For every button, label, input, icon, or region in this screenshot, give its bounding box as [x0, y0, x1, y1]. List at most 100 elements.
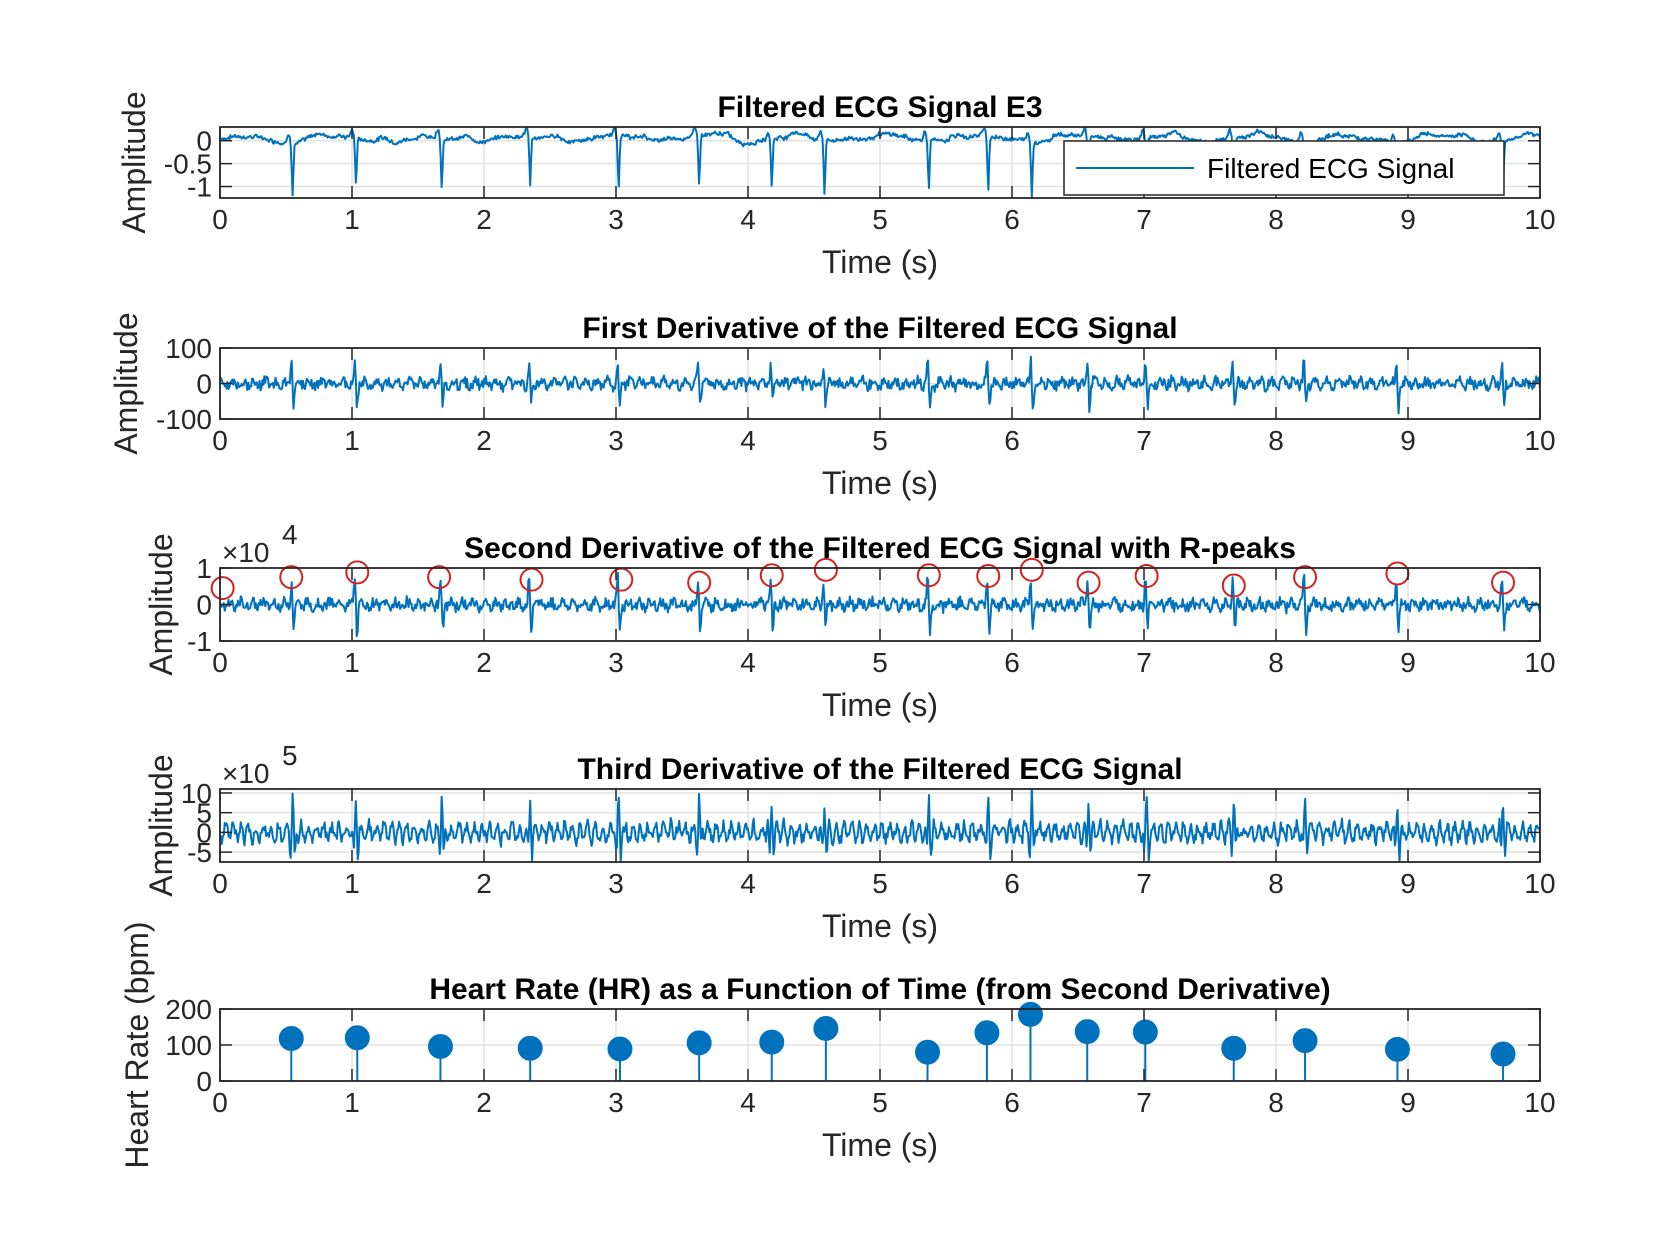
stem-marker	[1490, 1041, 1516, 1067]
x-tick-label: 10	[1524, 647, 1555, 678]
x-tick-label: 4	[740, 647, 756, 678]
stem-marker	[915, 1039, 941, 1065]
x-tick-label: 5	[872, 204, 888, 235]
y-axis-label: Amplitude	[143, 754, 179, 896]
x-tick-label: 2	[476, 647, 492, 678]
r-peak-marker	[1491, 570, 1516, 595]
chart-title: Heart Rate (HR) as a Function of Time (f…	[429, 973, 1330, 1006]
y-tick-label: 5	[196, 798, 212, 829]
x-tick-label: 6	[1004, 868, 1020, 899]
x-tick-label: 9	[1400, 204, 1416, 235]
x-tick-label: 9	[1400, 1087, 1416, 1118]
x-tick-label: 3	[608, 647, 624, 678]
subplot-1: 0 1 2 3 4 5 6 7 8 9 10 0-0.5-1 Filtered ECG Signal E…	[116, 91, 1556, 280]
x-tick-label: 7	[1136, 868, 1152, 899]
y-axis-label: Amplitude	[143, 533, 179, 675]
y-tick-label: 0	[196, 126, 212, 157]
stem-marker	[607, 1036, 633, 1062]
x-tick-label: 3	[608, 204, 624, 235]
stem-marker	[278, 1026, 304, 1052]
stem-marker	[1132, 1019, 1158, 1045]
x-tick-label: 4	[740, 204, 756, 235]
y-tick-label: 0	[196, 1066, 212, 1097]
legend-entry: Filtered ECG Signal	[1207, 153, 1454, 184]
stem-marker	[759, 1029, 785, 1055]
x-tick-label: 6	[1004, 647, 1020, 678]
stem-marker	[1221, 1035, 1247, 1061]
x-tick-label: 6	[1004, 1087, 1020, 1118]
x-tick-label: 4	[740, 1087, 756, 1118]
plot-area	[220, 355, 1540, 415]
x-tick-label: 8	[1268, 647, 1284, 678]
x-tick-label: 2	[476, 425, 492, 456]
x-tick-label: 2	[476, 868, 492, 899]
x-tick-label: 0	[212, 647, 228, 678]
y-tick-label: 1	[196, 553, 212, 584]
x-tick-label: 7	[1136, 1087, 1152, 1118]
chart-title: Second Derivative of the Filtered ECG Si…	[464, 532, 1296, 565]
y-tick-label: -0.5	[164, 149, 212, 180]
x-tick-label: 7	[1136, 647, 1152, 678]
r-peak-marker	[813, 557, 838, 582]
x-axis-label: Time (s)	[822, 908, 938, 944]
x-tick-label: 2	[476, 204, 492, 235]
series-line	[220, 355, 1540, 415]
axis-multiplier: ×10	[222, 758, 270, 789]
y-axis-label: Amplitude	[116, 91, 152, 233]
r-peak-marker	[687, 570, 712, 595]
r-peak-marker	[1221, 573, 1246, 598]
plot-area	[220, 789, 1540, 862]
legend: Filtered ECG Signal	[1063, 140, 1505, 196]
r-peak-marker	[1293, 565, 1318, 590]
x-tick-label: 1	[344, 204, 360, 235]
x-axis-label: Time (s)	[822, 687, 938, 723]
x-tick-label: 9	[1400, 425, 1416, 456]
r-peak-marker	[1134, 564, 1159, 589]
x-tick-label: 1	[344, 868, 360, 899]
chart-title: First Derivative of the Filtered ECG Sig…	[582, 312, 1177, 345]
x-axis-label: Time (s)	[822, 465, 938, 501]
x-tick-label: 6	[1004, 204, 1020, 235]
r-peak-marker	[279, 565, 304, 590]
axis-multiplier: ×10	[222, 537, 270, 568]
r-peak-marker	[1019, 557, 1044, 582]
x-tick-label: 1	[344, 425, 360, 456]
x-tick-label: 8	[1268, 204, 1284, 235]
r-peak-marker	[976, 564, 1001, 589]
r-peak-marker	[345, 560, 370, 585]
series-line	[220, 789, 1540, 862]
y-tick-label: -1	[187, 626, 212, 657]
y-axis-label: Heart Rate (bpm)	[119, 921, 155, 1168]
axis-multiplier-exponent: 5	[282, 740, 298, 771]
x-tick-label: 1	[344, 1087, 360, 1118]
x-tick-label: 10	[1524, 204, 1555, 235]
stem-marker	[344, 1025, 370, 1051]
x-tick-label: 6	[1004, 425, 1020, 456]
x-axis-label: Time (s)	[822, 244, 938, 280]
axis-multiplier-exponent: 4	[282, 519, 298, 550]
x-tick-label: 10	[1524, 425, 1555, 456]
stem-marker	[517, 1035, 543, 1061]
x-tick-label: 10	[1524, 868, 1555, 899]
r-peak-marker	[1076, 570, 1101, 595]
x-tick-label: 5	[872, 868, 888, 899]
x-tick-label: 5	[872, 425, 888, 456]
plot-area	[220, 571, 1540, 638]
x-tick-label: 10	[1524, 1087, 1555, 1118]
x-tick-label: 4	[740, 425, 756, 456]
y-tick-label: -1	[187, 172, 212, 203]
y-tick-label: 200	[165, 994, 212, 1025]
x-tick-label: 3	[608, 868, 624, 899]
x-tick-label: 0	[212, 425, 228, 456]
x-tick-label: 0	[212, 204, 228, 235]
x-tick-label: 3	[608, 1087, 624, 1118]
y-tick-label: 10	[181, 778, 212, 809]
x-tick-label: 9	[1400, 647, 1416, 678]
stem-marker	[1384, 1036, 1410, 1062]
r-peak-markers	[210, 557, 1516, 601]
